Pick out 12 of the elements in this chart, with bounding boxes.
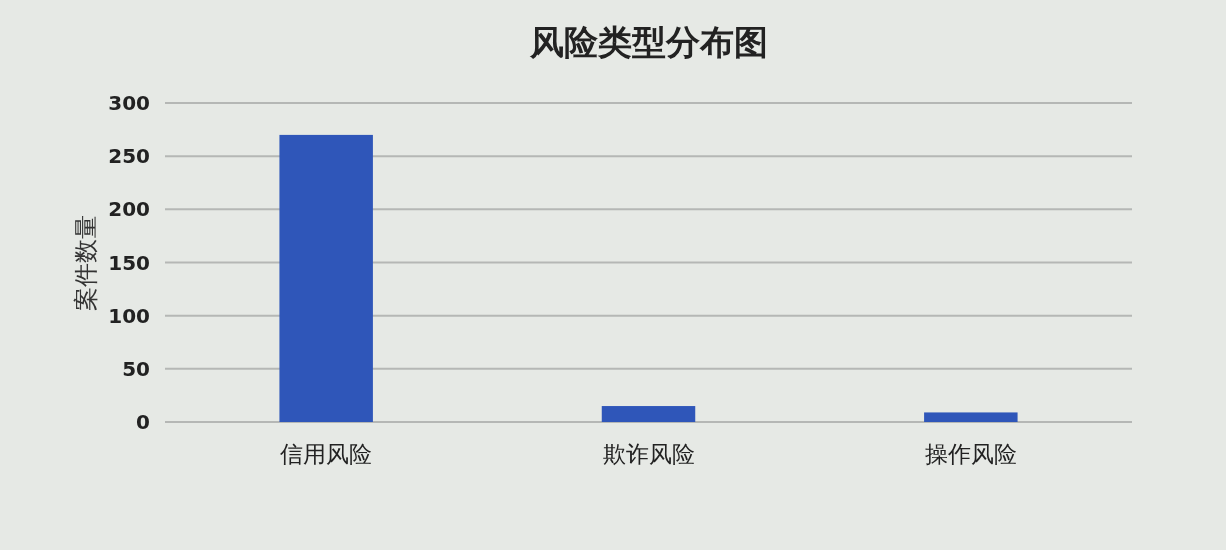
y-tick-label: 300 bbox=[108, 91, 150, 115]
x-tick-label: 操作风险 bbox=[924, 441, 1017, 467]
y-tick-label: 100 bbox=[108, 303, 150, 328]
y-tick-label: 150 bbox=[108, 250, 150, 275]
chart-title: 风险类型分布图 bbox=[528, 22, 768, 62]
y-tick-label: 200 bbox=[108, 197, 150, 222]
x-tick-label: 信用风险 bbox=[280, 441, 373, 467]
y-tick-label: 0 bbox=[136, 410, 150, 434]
x-tick-label: 欺诈风险 bbox=[602, 441, 695, 467]
y-tick-label: 50 bbox=[122, 356, 150, 381]
y-axis-title: 案件数量 bbox=[72, 214, 100, 311]
y-tick-label: 250 bbox=[108, 144, 150, 169]
